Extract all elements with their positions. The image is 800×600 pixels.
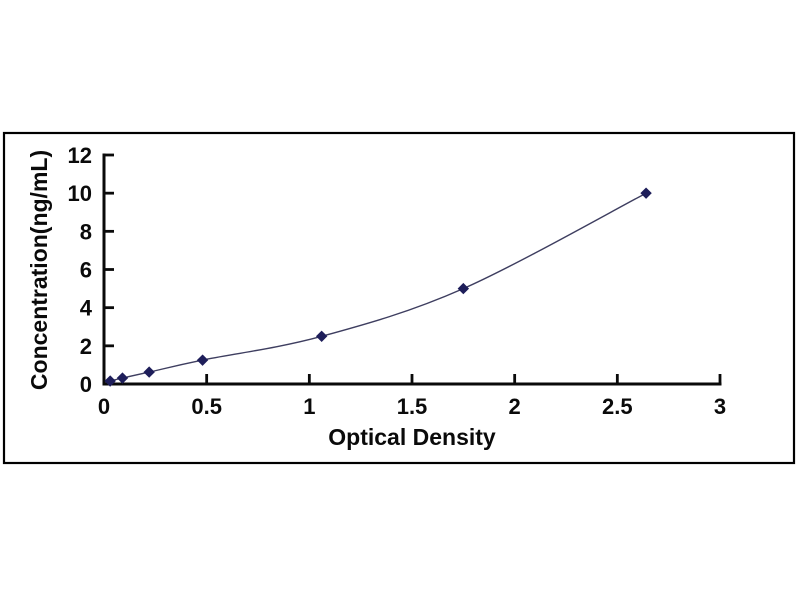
- chart-frame: [2, 131, 796, 465]
- data-point-marker: [640, 187, 652, 199]
- x-tick-label: 1: [303, 394, 315, 419]
- y-tick-label: 0: [80, 372, 92, 397]
- x-tick-label: 0: [98, 394, 110, 419]
- x-tick-label: 3: [714, 394, 726, 419]
- x-tick-label: 2: [509, 394, 521, 419]
- x-axis-tick-labels: 0 0.5 1 1.5 2 2.5 3: [98, 394, 726, 419]
- x-axis-ticks: [102, 374, 722, 384]
- y-tick-label: 10: [68, 181, 92, 206]
- y-tick-label: 6: [80, 258, 92, 283]
- data-point-marker: [143, 366, 155, 378]
- y-tick-label: 8: [80, 219, 92, 244]
- x-tick-label: 0.5: [191, 394, 222, 419]
- data-point-marker: [315, 330, 328, 342]
- y-tick-label: 2: [80, 334, 92, 359]
- y-axis-tick-labels: 0 2 4 6 8 10 12: [68, 143, 93, 397]
- y-tick-label: 4: [80, 296, 93, 321]
- data-point-marker: [196, 354, 209, 366]
- data-point-marker: [116, 372, 129, 384]
- x-axis-title: Optical Density: [328, 424, 496, 450]
- data-point-marker: [104, 375, 116, 387]
- x-tick-label: 2.5: [602, 394, 633, 419]
- y-tick-label: 12: [68, 143, 92, 168]
- y-axis-title: Concentration(ng/mL): [26, 150, 52, 390]
- data-point-marker: [457, 282, 470, 295]
- series-standard-curve: [104, 187, 652, 387]
- x-tick-label: 1.5: [397, 394, 428, 419]
